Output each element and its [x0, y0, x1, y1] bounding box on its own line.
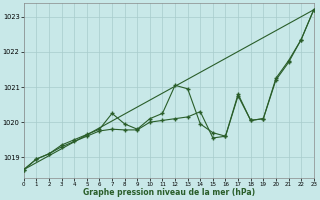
- X-axis label: Graphe pression niveau de la mer (hPa): Graphe pression niveau de la mer (hPa): [83, 188, 255, 197]
